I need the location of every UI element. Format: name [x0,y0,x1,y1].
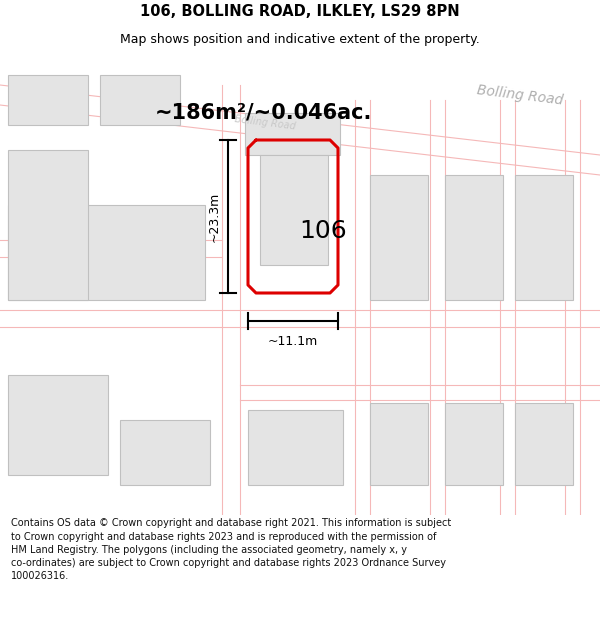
Text: ~186m²/~0.046ac.: ~186m²/~0.046ac. [155,102,373,122]
Bar [445,403,503,485]
Text: ~11.1m: ~11.1m [268,335,318,348]
Bar [370,403,428,485]
Text: ~23.3m: ~23.3m [208,191,221,242]
Bar [260,155,328,265]
Text: 106, BOLLING ROAD, ILKLEY, LS29 8PN: 106, BOLLING ROAD, ILKLEY, LS29 8PN [140,4,460,19]
Bar [245,113,340,155]
Text: 106: 106 [299,219,347,244]
Bar [120,420,210,485]
Bar [515,403,573,485]
Bar [248,410,343,485]
Bar [370,175,428,300]
Bar [8,205,205,300]
Bar [8,75,88,125]
Text: Bolling Road: Bolling Road [234,114,296,132]
Text: Map shows position and indicative extent of the property.: Map shows position and indicative extent… [120,32,480,46]
Bar [100,75,180,125]
Bar [8,375,108,475]
Bar [445,175,503,300]
Text: Contains OS data © Crown copyright and database right 2021. This information is : Contains OS data © Crown copyright and d… [11,518,451,581]
Text: Bolling Road: Bolling Road [476,82,564,107]
Bar [515,175,573,300]
Bar [8,150,88,300]
